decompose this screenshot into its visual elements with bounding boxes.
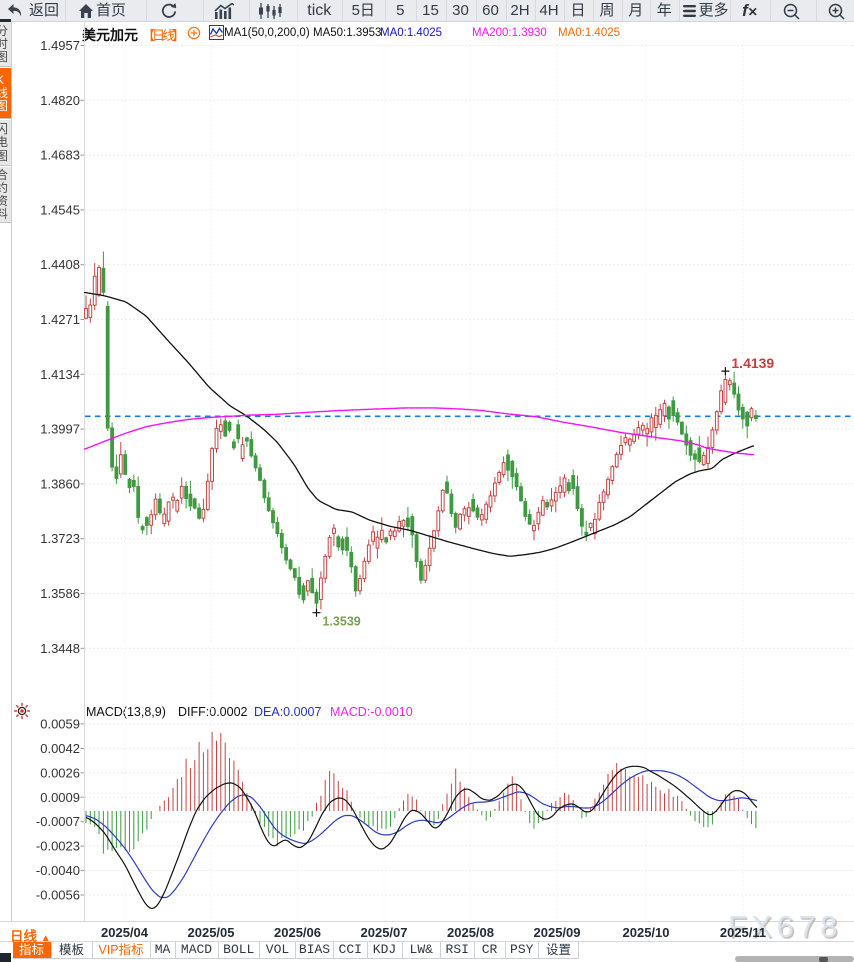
svg-text:FX678: FX678 [730, 911, 844, 946]
svg-text:1.4820: 1.4820 [40, 93, 80, 108]
svg-text:1.4957: 1.4957 [40, 38, 80, 53]
svg-text:-0.0023: -0.0023 [36, 839, 80, 854]
svg-text:FX678: FX678 [728, 909, 842, 944]
svg-text:1.4134: 1.4134 [40, 367, 80, 382]
svg-text:1.3997: 1.3997 [40, 422, 80, 437]
svg-text:1.3448: 1.3448 [40, 641, 80, 656]
svg-text:1.4683: 1.4683 [40, 148, 80, 163]
svg-text:-0.0040: -0.0040 [36, 863, 80, 878]
svg-text:1.4408: 1.4408 [40, 257, 80, 272]
svg-text:1.4271: 1.4271 [40, 312, 80, 327]
svg-text:0.0042: 0.0042 [40, 741, 80, 756]
svg-text:1.4139: 1.4139 [731, 355, 774, 371]
svg-text:1.3539: 1.3539 [323, 615, 361, 629]
svg-text:0.0059: 0.0059 [40, 716, 80, 731]
svg-text:0.0009: 0.0009 [40, 790, 80, 805]
svg-text:0.0026: 0.0026 [40, 765, 80, 780]
svg-text:1.4545: 1.4545 [40, 202, 80, 217]
svg-text:-0.0056: -0.0056 [36, 888, 80, 903]
svg-text:1.3860: 1.3860 [40, 476, 80, 491]
svg-text:-0.0007: -0.0007 [36, 814, 80, 829]
svg-text:1.3723: 1.3723 [40, 531, 80, 546]
svg-text:1.3586: 1.3586 [40, 586, 80, 601]
